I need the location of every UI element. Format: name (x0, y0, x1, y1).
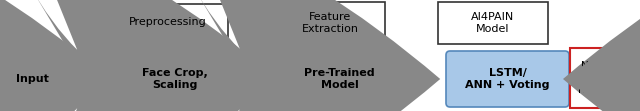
Text: LSTM/
ANN + Voting: LSTM/ ANN + Voting (465, 68, 550, 90)
FancyBboxPatch shape (275, 2, 385, 44)
Text: No-Pain/
Low-Pain/
High-Pain: No-Pain/ Low-Pain/ High-Pain (579, 61, 628, 95)
FancyBboxPatch shape (570, 48, 636, 108)
FancyBboxPatch shape (283, 51, 396, 107)
Text: Input: Input (15, 74, 49, 84)
Text: Pre-Trained
Model: Pre-Trained Model (304, 68, 375, 90)
FancyBboxPatch shape (5, 62, 59, 96)
Text: Face Crop,
Scaling: Face Crop, Scaling (142, 68, 208, 90)
FancyBboxPatch shape (446, 51, 569, 107)
Text: AI4PAIN
Model: AI4PAIN Model (472, 12, 515, 34)
Text: Preprocessing: Preprocessing (129, 17, 207, 27)
Text: Feature
Extraction: Feature Extraction (301, 12, 358, 34)
FancyBboxPatch shape (116, 51, 234, 107)
FancyBboxPatch shape (108, 4, 228, 40)
FancyBboxPatch shape (438, 2, 548, 44)
